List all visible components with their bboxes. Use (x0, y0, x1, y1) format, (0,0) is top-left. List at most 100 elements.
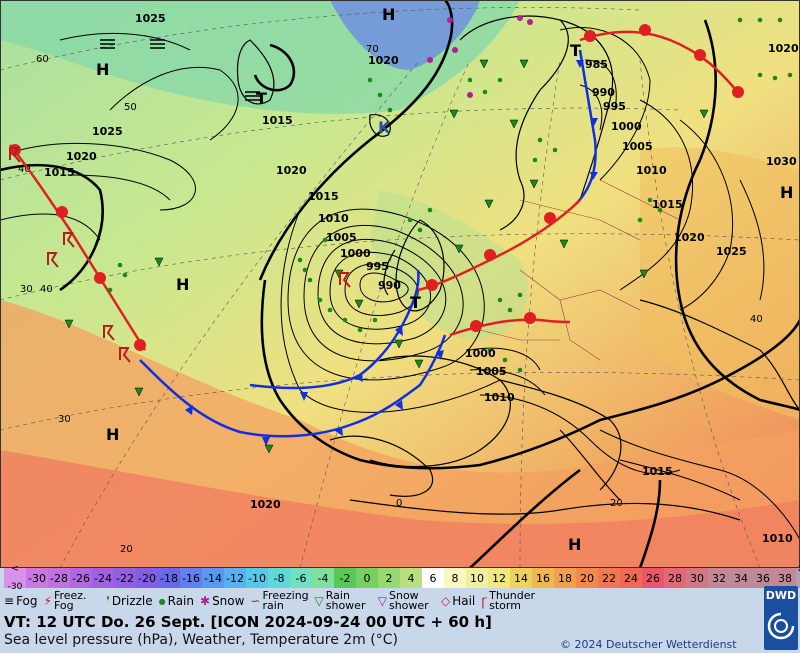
pressure-label: 1015 (642, 465, 673, 478)
scale-cell: 16 (532, 568, 554, 588)
grid-label: 50 (124, 102, 137, 113)
grid-label: 30 (20, 284, 33, 295)
legend-snow: ✱ Snow (200, 594, 244, 608)
scale-cell: -20 (136, 568, 158, 588)
scale-cell: 0 (356, 568, 378, 588)
scale-cell: -16 (180, 568, 202, 588)
high-center: H (96, 60, 109, 79)
snow-symbols (427, 15, 533, 98)
legend-rain: ● Rain (159, 593, 194, 608)
map-subtitle: Sea level pressure (hPa), Weather, Tempe… (4, 632, 398, 648)
pressure-label: 1000 (465, 347, 496, 360)
legend-label: Snow shower (388, 589, 429, 612)
dwd-logo-text: DWD (765, 589, 797, 602)
grid-label: 30 (58, 414, 71, 425)
pressure-label: 995 (366, 260, 389, 273)
legend-label: Freez. Fog (53, 589, 87, 612)
pressure-label: 1000 (611, 120, 642, 133)
dwd-logo: DWD (764, 586, 798, 650)
scale-cell: -30 (26, 568, 48, 588)
pressure-label: 1010 (318, 212, 349, 225)
high-center: H (382, 5, 395, 24)
pressure-label: 1005 (476, 365, 507, 378)
grid-label: 40 (40, 284, 53, 295)
pressure-label: 1020 (768, 42, 799, 55)
pressure-label: 1010 (636, 164, 667, 177)
isobars-bold (0, 0, 800, 568)
drizzle-icon: ❜ (105, 594, 110, 608)
weather-map: 60 50 70 40 30 40 30 20 0 20 40 (0, 0, 800, 568)
thunderstorm-symbols (9, 147, 351, 363)
pressure-labels: 1025 1025 1020 1015 1015 1020 1015 1010 … (44, 12, 799, 545)
pressure-label: 1015 (44, 166, 75, 179)
grid-label: 70 (366, 44, 379, 55)
pressure-label: 1000 (340, 247, 371, 260)
scale-cell: 12 (488, 568, 510, 588)
scale-cell: 14 (510, 568, 532, 588)
scale-cell: 32 (708, 568, 730, 588)
pressure-label: 985 (585, 58, 608, 71)
legend-hail: ◇ Hail (441, 594, 475, 608)
scale-cell: 4 (400, 568, 422, 588)
freezing-fog-icon: ⚡ (43, 594, 52, 608)
scale-cell: -4 (312, 568, 334, 588)
low-center: K (378, 118, 391, 137)
temperature-cold-greenland (330, 0, 480, 70)
grid-label: 40 (750, 314, 763, 325)
low-center: T (410, 293, 421, 312)
legend-label: Rain (167, 593, 194, 608)
scale-cell: 18 (554, 568, 576, 588)
pressure-label: 1010 (762, 532, 793, 545)
scale-cell: 24 (620, 568, 642, 588)
lat-lon-grid (0, 7, 800, 568)
grid-label: 60 (36, 54, 49, 65)
pressure-label: 990 (592, 86, 615, 99)
freezing-rain-icon: ∽ (250, 594, 261, 608)
pressure-label: 995 (603, 100, 626, 113)
scale-cell: 2 (378, 568, 400, 588)
scale-cell: 30 (686, 568, 708, 588)
temperature-cool-central (370, 190, 528, 340)
pressure-label: 1020 (276, 164, 307, 177)
scale-cell: 26 (642, 568, 664, 588)
grid-label: 20 (120, 544, 133, 555)
borders (479, 179, 681, 361)
rain-symbols (107, 17, 793, 373)
scale-cell: -10 (246, 568, 268, 588)
scale-cell: -24 (92, 568, 114, 588)
high-center: H (106, 425, 119, 444)
hail-icon: ◇ (440, 594, 451, 608)
legend-label: Thunder storm (489, 589, 536, 612)
temperature-color-scale: < -30 -30 -28 -26 -24 -22 -20 -18 -16 -14 -12 -10 -8-… (4, 564, 800, 591)
warm-fronts (9, 24, 744, 351)
legend-snow-shower: ▽ Snow shower (378, 589, 435, 612)
pressure-label: 1005 (622, 140, 653, 153)
fog-icon: ≡ (4, 594, 15, 608)
copyright-text: © 2024 Deutscher Wetterdienst (560, 638, 737, 651)
pressure-label: 1020 (250, 498, 281, 511)
high-center: H (176, 275, 189, 294)
legend-label: Drizzle (111, 593, 153, 608)
pressure-label: 1010 (484, 391, 515, 404)
pressure-label: 1020 (674, 231, 705, 244)
pressure-label: 990 (378, 279, 401, 292)
rain-shower-icon: ▽ (314, 594, 324, 608)
scale-cell: -18 (158, 568, 180, 588)
legend-freezing-fog: ⚡ Freez. Fog (43, 589, 100, 612)
valid-time-line: VT: 12 UTC Do. 26 Sept. [ICON 2024-09-24… (4, 613, 492, 631)
pressure-label: 1015 (308, 190, 339, 203)
scale-cell: 20 (576, 568, 598, 588)
pressure-label: 1020 (368, 54, 399, 67)
legend-label: Rain shower (325, 589, 366, 612)
shower-symbols (64, 59, 709, 454)
scale-cell: -28 (48, 568, 70, 588)
cold-front-atlantic (139, 49, 598, 446)
legend-thunderstorm: Ꞅ Thunder storm (481, 589, 536, 612)
legend-fog: ≡ Fog (4, 594, 38, 608)
pressure-label: 1015 (262, 114, 293, 127)
dwd-swirl-icon (767, 612, 795, 640)
scale-cell: 34 (730, 568, 752, 588)
scale-cell: ≥40°C (796, 564, 800, 588)
scale-cell: -14 (202, 568, 224, 588)
